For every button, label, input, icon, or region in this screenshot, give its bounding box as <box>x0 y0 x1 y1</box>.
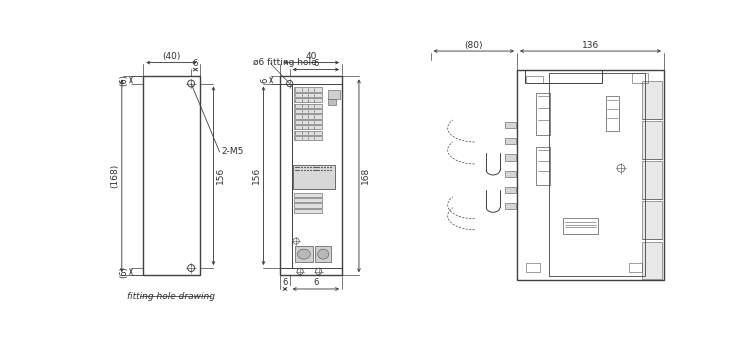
Text: 6: 6 <box>282 278 288 287</box>
Bar <box>293 165 335 189</box>
Bar <box>526 76 543 83</box>
Bar <box>642 201 662 239</box>
Bar <box>294 98 322 102</box>
Bar <box>642 241 662 279</box>
Bar <box>294 198 322 202</box>
Bar <box>506 171 516 177</box>
Bar <box>642 121 662 159</box>
Text: ø6 fitting hole: ø6 fitting hole <box>254 58 317 67</box>
Text: (80): (80) <box>464 40 483 50</box>
Bar <box>295 247 313 262</box>
Bar <box>294 209 322 213</box>
Bar <box>280 77 342 275</box>
Bar <box>294 114 322 119</box>
Text: 6: 6 <box>314 59 319 68</box>
Text: 156: 156 <box>252 167 261 184</box>
Bar <box>294 125 322 129</box>
Text: (6): (6) <box>120 74 129 86</box>
Text: (168): (168) <box>110 164 119 188</box>
Bar <box>294 93 322 97</box>
Text: 6: 6 <box>260 77 268 83</box>
Text: fitting hole drawing: fitting hole drawing <box>128 292 215 301</box>
Bar <box>506 138 516 144</box>
Bar <box>294 193 322 197</box>
Text: 156: 156 <box>216 167 225 184</box>
Text: 168: 168 <box>362 167 370 184</box>
Bar <box>294 109 322 113</box>
Bar <box>517 69 664 280</box>
Bar <box>549 74 645 276</box>
Bar <box>642 161 662 199</box>
Bar <box>605 96 619 131</box>
Bar <box>628 263 643 272</box>
Bar <box>143 77 200 275</box>
Bar <box>526 263 540 272</box>
Bar <box>536 93 550 135</box>
Bar <box>328 90 340 98</box>
Text: (40): (40) <box>162 52 181 61</box>
Bar <box>316 247 331 262</box>
Text: (6): (6) <box>120 266 129 277</box>
Bar <box>506 203 516 209</box>
Bar <box>294 88 322 92</box>
Text: 6: 6 <box>314 278 319 287</box>
Bar <box>563 218 598 234</box>
Bar <box>525 69 602 83</box>
Bar <box>506 122 516 128</box>
Bar <box>632 74 648 83</box>
Bar <box>294 203 322 208</box>
Text: 6: 6 <box>193 59 198 68</box>
Bar <box>328 99 336 105</box>
Bar <box>294 120 322 124</box>
Text: 40: 40 <box>305 52 317 61</box>
Bar <box>642 81 662 118</box>
Ellipse shape <box>297 249 310 259</box>
Bar <box>294 104 322 108</box>
Bar <box>506 155 516 161</box>
Text: 136: 136 <box>582 40 599 50</box>
Ellipse shape <box>318 249 328 259</box>
Bar <box>292 83 342 268</box>
Bar <box>506 187 516 193</box>
Bar <box>536 146 550 185</box>
Bar <box>294 131 322 135</box>
Text: 2-M5: 2-M5 <box>221 147 244 156</box>
Bar <box>294 136 322 140</box>
